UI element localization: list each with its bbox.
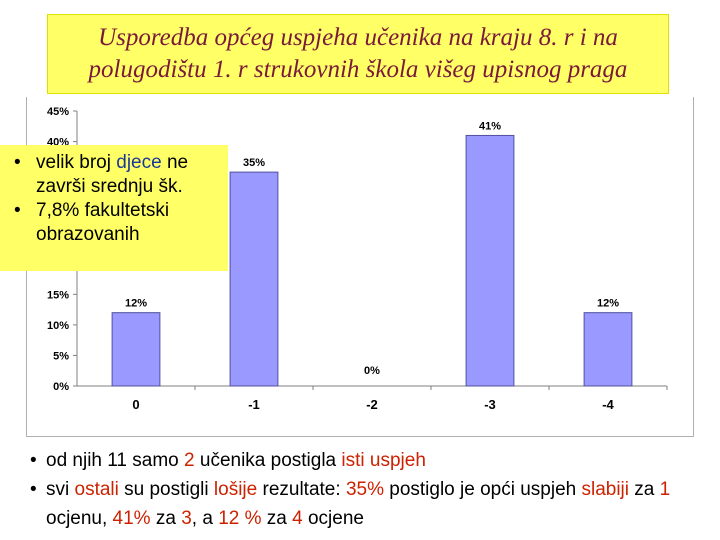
highlight-fragment: 35% (345, 479, 384, 500)
bar (229, 171, 279, 387)
text-fragment: učenika postigla (194, 450, 342, 471)
y-tick-label: 15% (47, 289, 69, 301)
data-label: 12% (597, 298, 619, 310)
bar (111, 312, 161, 387)
highlight-fragment: 3 (181, 508, 192, 529)
bullet-icon: • (30, 479, 37, 500)
page-title: Usporedba općeg uspjeha učenika na kraju… (88, 24, 628, 83)
highlight-fragment: lošije (213, 479, 258, 500)
data-label: 35% (243, 157, 265, 169)
x-tick-label: -4 (602, 397, 614, 412)
y-tick-label: 45% (47, 106, 69, 118)
bottom-notes: • od njih 11 samo 2 učenika postigla ist… (28, 446, 708, 533)
text-fragment: svi (46, 479, 75, 500)
text-fragment: ocjene (302, 508, 364, 529)
bottom-note-2: • svi ostali su postigli lošije rezultat… (28, 475, 708, 533)
x-tick-label: -1 (248, 397, 260, 412)
note-1-part-3: ne završi srednju šk. (36, 152, 189, 197)
text-fragment: su postigli (118, 479, 214, 500)
text-fragment: za (629, 479, 660, 500)
text-fragment: rezultate: (257, 479, 346, 500)
text-fragment: ocjenu, (46, 508, 113, 529)
bar (465, 134, 515, 387)
bullet-icon: • (14, 152, 21, 173)
highlight-fragment: slabiji (581, 479, 630, 500)
x-tick-label: -2 (366, 397, 378, 412)
highlight-fragment: isti uspjeh (341, 450, 426, 471)
note-box: • velik broj djece ne završi srednju šk.… (0, 145, 228, 271)
note-item-2: • 7,8% fakultetski obrazovanih (6, 199, 222, 247)
y-tick-label: 10% (47, 320, 69, 332)
title-box: Usporedba općeg uspjeha učenika na kraju… (47, 14, 669, 94)
y-tick-label: 0% (53, 381, 69, 393)
note-1-part-2: djece (116, 152, 162, 173)
text-fragment: postiglo je opći uspjeh (383, 479, 582, 500)
highlight-fragment: 4 (292, 508, 303, 529)
note-item-1: • velik broj djece ne završi srednju šk. (6, 151, 222, 199)
text-fragment: za (150, 508, 182, 529)
highlight-fragment: ostali (74, 479, 119, 500)
bar-chart: 0%5%10%15%20%25%30%35%40%45%12%035%-10%-… (47, 106, 668, 412)
y-tick-label: 5% (53, 350, 69, 362)
text-fragment: za (261, 508, 293, 529)
data-label: 12% (125, 298, 147, 310)
highlight-fragment: 41% (112, 508, 151, 529)
note-1-part-1: velik broj (36, 152, 117, 173)
highlight-fragment: 1 (659, 479, 671, 500)
highlight-fragment: 2 (184, 450, 195, 471)
highlight-fragment: 12 % (218, 508, 262, 529)
bar (583, 312, 633, 387)
note-2-text: 7,8% fakultetski obrazovanih (36, 200, 170, 245)
data-label: 41% (479, 120, 501, 132)
data-label: 0% (364, 365, 380, 377)
text-fragment: , a (191, 508, 219, 529)
bullet-icon: • (14, 200, 21, 221)
bottom-note-1: • od njih 11 samo 2 učenika postigla ist… (28, 446, 708, 475)
chart-frame: 0%5%10%15%20%25%30%35%40%45%12%035%-10%-… (26, 97, 694, 437)
bullet-icon: • (30, 450, 37, 471)
text-fragment: od njih 11 samo (46, 450, 185, 471)
x-tick-label: -3 (484, 397, 496, 412)
x-tick-label: 0 (132, 397, 139, 412)
